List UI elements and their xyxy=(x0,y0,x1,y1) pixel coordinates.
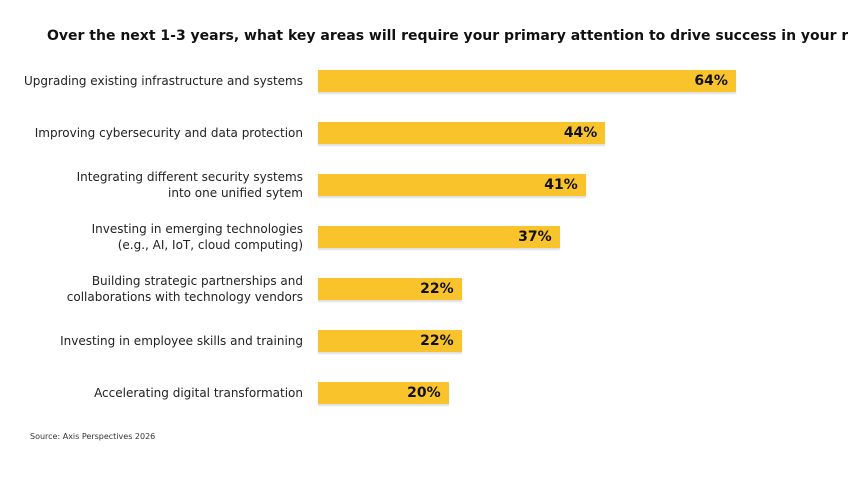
chart-title: Over the next 1-3 years, what key areas … xyxy=(47,28,848,44)
category-label: Improving cybersecurity and data protect… xyxy=(34,126,303,140)
value-label: 37% xyxy=(518,229,552,245)
value-label: 22% xyxy=(420,281,454,297)
category-label: Investing in emerging technologies (e.g.… xyxy=(91,222,303,252)
category-label: Accelerating digital transformation xyxy=(94,386,303,400)
category-label: Investing in employee skills and trainin… xyxy=(60,334,303,348)
value-label: 41% xyxy=(544,177,578,193)
value-label: 44% xyxy=(563,125,598,141)
value-label: 64% xyxy=(694,73,728,89)
bar xyxy=(318,226,560,248)
source-note: Source: Axis Perspectives 2026 xyxy=(30,432,156,441)
category-label: Building strategic partnerships and coll… xyxy=(66,274,303,304)
bar xyxy=(318,174,586,196)
value-label: 20% xyxy=(407,385,441,401)
category-label: Integrating different security systems i… xyxy=(76,170,303,200)
bar xyxy=(318,382,449,404)
bar xyxy=(318,278,462,300)
value-label: 22% xyxy=(420,333,454,349)
bar xyxy=(318,330,462,352)
bar xyxy=(318,122,606,144)
bar xyxy=(318,70,736,92)
category-label: Upgrading existing infrastructure and sy… xyxy=(24,74,303,88)
